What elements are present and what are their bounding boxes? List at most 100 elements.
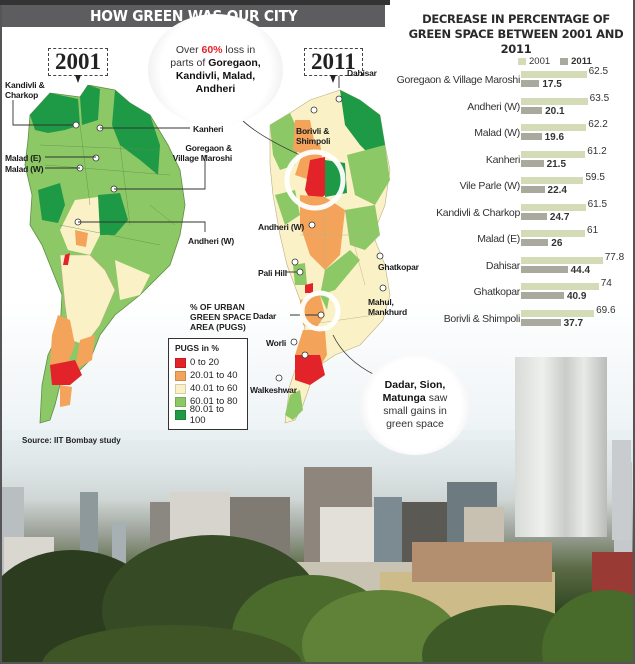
leader-lines-2011	[231, 71, 387, 382]
value-2011: 20.1	[545, 105, 565, 117]
label-walkeshwar: Walkeshwar	[250, 385, 297, 395]
bar-2001	[521, 203, 586, 211]
value-2011: 26	[551, 238, 563, 249]
chart-row: Kandivli & Charkop 61.5 24.7	[390, 199, 635, 229]
category-label: Kandivli & Charkop	[436, 206, 520, 219]
bar-2011	[521, 212, 547, 220]
bar-2011	[521, 186, 545, 193]
value-2001: 63.5	[589, 92, 610, 104]
bar-2001	[521, 71, 587, 78]
value-2001: 61	[587, 225, 599, 236]
chart-row: Ghatkopar 74 40.9	[390, 278, 635, 308]
category-label: Malad (E)	[477, 233, 520, 245]
legend-item: 20.01 to 40	[175, 369, 241, 382]
chart-row: Malad (W) 62.2 19.6	[390, 119, 635, 149]
tower-building-2	[612, 440, 631, 540]
bar-2001	[521, 256, 603, 264]
value-2011: 17.5	[542, 79, 562, 90]
label-ghatkopar: Ghatkopar	[378, 262, 419, 272]
label-pali-hill: Pali Hill	[258, 268, 287, 278]
value-2011: 19.6	[544, 132, 565, 143]
label-goregaon: Goregaon & Village Maroshi	[172, 143, 232, 163]
value-2011: 22.4	[547, 185, 567, 196]
tower-building	[515, 357, 607, 537]
swatch-20-40	[175, 370, 186, 381]
label-kandivli-charkop: Kandivli & Charkop	[5, 80, 45, 100]
value-2001: 59.5	[585, 172, 605, 183]
callout-loss: Over 60% loss in parts of Goregaon, Kand…	[148, 14, 283, 126]
label-malad-e: Malad (E)	[5, 153, 41, 163]
category-label: Dahisar	[485, 259, 520, 272]
category-label: Kanheri	[485, 153, 520, 166]
bar-2011	[521, 133, 542, 140]
bar-2001	[521, 150, 586, 158]
legend-item: 40.01 to 60	[175, 382, 241, 395]
chart-row: Vile Parle (W) 59.5 22.4	[390, 172, 635, 202]
value-2011: 24.7	[549, 211, 570, 223]
legend-2001: 2001	[518, 56, 550, 67]
value-2011: 40.9	[566, 291, 587, 302]
label-worli: Worli	[266, 338, 287, 348]
label-mahul-mankhurd: Mahul, Mankhurd	[368, 297, 408, 317]
label-malad-w: Malad (W)	[5, 164, 44, 174]
source-note: Source: IIT Bombay study	[22, 436, 121, 445]
bar-2011	[521, 106, 543, 114]
value-2001: 62.5	[588, 66, 609, 77]
label-kanheri-2001: Kanheri	[193, 124, 224, 134]
legend-heading: % OF URBAN GREEN SPACE AREA (PUGS)	[190, 302, 252, 332]
value-2001: 61.2	[587, 145, 607, 157]
bar-2011	[521, 80, 540, 87]
map-legend: PUGS in % 0 to 20 20.01 to 40 40.01 to 6…	[168, 338, 248, 430]
year-tag-2001: 2001	[48, 48, 108, 83]
year-tag-2011: 2011	[304, 48, 363, 83]
legend-item: 60.01 to 80	[175, 395, 241, 408]
category-label: Malad (W)	[474, 127, 520, 139]
legend-2011: 2011	[560, 56, 592, 67]
bar-2001	[521, 177, 584, 184]
callout-gains: Dadar, Sion, Matunga saw small gains in …	[360, 355, 470, 455]
category-label: Ghatkopar	[473, 286, 521, 298]
bar-2001	[521, 124, 587, 131]
value-2011: 21.5	[546, 158, 567, 170]
label-dahisar: Dahisar	[347, 68, 377, 78]
legend-title: PUGS in %	[175, 343, 219, 353]
label-borivli-shimpoli: Borivli & Shimpoli	[296, 126, 331, 146]
label-dadar: Dadar	[253, 311, 277, 321]
chart-row: Andheri (W) 63.5 20.1	[390, 93, 635, 123]
label-andheri-w-2001: Andheri (W)	[188, 236, 234, 246]
chart-row: Malad (E) 61 26	[390, 225, 635, 255]
bar-2011	[521, 159, 544, 167]
swatch-40-60	[175, 383, 186, 394]
category-label: Borivli & Shimpoli	[443, 312, 521, 325]
chart-row: Borivli & Shimpoli 69.6 37.7	[390, 305, 635, 335]
value-2001: 74	[600, 278, 612, 289]
chart-row: Goregaon & Village Maroshi 62.5 17.5	[390, 66, 635, 96]
chart-row: Dahisar 77.8 44.4	[390, 252, 635, 282]
map-2011	[269, 89, 391, 424]
value-2001: 69.6	[596, 304, 616, 316]
category-label: Andheri (W)	[467, 100, 520, 113]
value-2001: 61.5	[587, 198, 608, 210]
top-rule	[0, 0, 390, 5]
value-2001: 77.8	[604, 251, 625, 263]
category-label: Goregaon & Village Maroshi	[396, 74, 521, 86]
bar-2001	[521, 309, 595, 317]
value-2011: 37.7	[563, 317, 584, 329]
bar-2001	[521, 230, 586, 237]
category-label: Vile Parle (W)	[459, 180, 521, 192]
bar-2011	[521, 292, 564, 299]
value-2011: 44.4	[570, 264, 591, 276]
chart-row: Kanheri 61.2 21.5	[390, 146, 635, 176]
bar-2011	[521, 318, 561, 326]
bar-2001	[521, 283, 599, 290]
swatch-60-80	[175, 396, 186, 407]
swatch-0-20	[175, 357, 186, 368]
leader-lines-2001	[12, 100, 206, 232]
legend-item: 80.01 to 100	[175, 404, 241, 426]
label-andheri-w-2011: Andheri (W)	[258, 222, 304, 232]
bar-2011	[521, 239, 549, 246]
map-2001	[24, 85, 186, 424]
value-2001: 62.2	[588, 119, 608, 130]
bar-2011	[521, 265, 568, 273]
swatch-80-100	[175, 409, 186, 420]
